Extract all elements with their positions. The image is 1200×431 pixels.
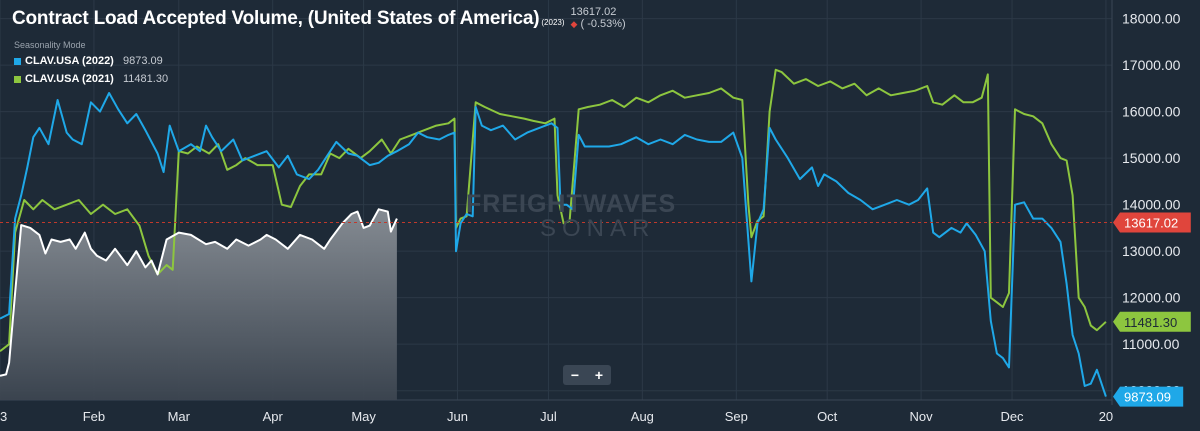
series-line-2022 bbox=[0, 92, 1107, 397]
legend-item-2022[interactable]: CLAV.USA (2022) 9873.09 bbox=[14, 55, 163, 67]
last-value-badges: 13617.02 11481.30 9873.09 bbox=[1113, 212, 1191, 407]
value-badge-label: 13617.02 bbox=[1124, 215, 1178, 230]
series-area-fill-2023 bbox=[0, 209, 397, 400]
title-year-tag: (2023) bbox=[541, 18, 565, 27]
x-tick-label: 20 bbox=[1099, 409, 1113, 424]
legend-value-2021: 11481.30 bbox=[123, 73, 169, 85]
legend-item-2021[interactable]: CLAV.USA (2021) 11481.30 bbox=[14, 73, 168, 85]
down-dot-icon: ◆ bbox=[570, 19, 578, 29]
legend-name-2021: CLAV.USA (2021) bbox=[25, 73, 114, 85]
zoom-in-button[interactable]: + bbox=[594, 367, 604, 383]
x-tick-label: Aug bbox=[631, 409, 654, 424]
x-tick-label: Sep bbox=[725, 409, 748, 424]
value-badge bbox=[1113, 212, 1191, 233]
chart-title: Contract Load Accepted Volume, (United S… bbox=[12, 8, 540, 29]
x-tick-label: Apr bbox=[263, 409, 284, 424]
legend-swatch-2022 bbox=[14, 57, 21, 65]
y-tick-label: 18000.00 bbox=[1122, 11, 1181, 27]
y-tick-label: 13000.00 bbox=[1122, 243, 1181, 259]
change-percent: ( -0.53%) bbox=[580, 18, 626, 30]
series-line-2023 bbox=[0, 208, 398, 377]
zoom-controls: − + bbox=[563, 365, 611, 385]
y-tick-label: 12000.00 bbox=[1122, 290, 1181, 306]
watermark-freightwaves: FREIGHTWAVES bbox=[466, 190, 676, 219]
last-value: 13617.02 bbox=[570, 6, 617, 18]
value-badge-label: 11481.30 bbox=[1124, 315, 1177, 330]
title-stats: 13617.02 ◆ ( -0.53%) bbox=[571, 6, 626, 30]
value-badge-label: 9873.09 bbox=[1124, 390, 1171, 405]
legend-name-2022: CLAV.USA (2022) bbox=[25, 55, 114, 67]
y-tick-label: 17000.00 bbox=[1122, 57, 1181, 73]
x-tick-label: Feb bbox=[83, 409, 105, 424]
x-tick-label: Oct bbox=[817, 409, 838, 424]
x-tick-label: 23 bbox=[0, 409, 7, 424]
legend-value-2022: 9873.09 bbox=[123, 55, 163, 67]
value-badge bbox=[1113, 311, 1191, 332]
x-tick-label: Jul bbox=[540, 409, 557, 424]
zoom-out-button[interactable]: − bbox=[570, 367, 580, 383]
y-axis: 10000.0011000.0012000.0013000.0014000.00… bbox=[1122, 11, 1181, 399]
value-badge bbox=[1113, 386, 1184, 407]
y-tick-label: 11000.00 bbox=[1122, 336, 1180, 352]
x-axis: 23 Feb Mar Apr May Jun Jul Aug Sep Oct Nov Dec 20 bbox=[0, 409, 1113, 424]
seasonality-mode-label: Seasonality Mode bbox=[14, 40, 86, 50]
change-readout: ◆ ( -0.53%) bbox=[571, 18, 626, 30]
x-tick-label: May bbox=[351, 409, 376, 424]
y-tick-label: 16000.00 bbox=[1122, 104, 1181, 120]
y-tick-label: 15000.00 bbox=[1122, 150, 1181, 166]
y-tick-label: 14000.00 bbox=[1122, 197, 1181, 213]
legend-swatch-2021 bbox=[14, 75, 21, 83]
chart-header: Contract Load Accepted Volume, (United S… bbox=[12, 6, 626, 30]
x-tick-label: Jun bbox=[447, 409, 468, 424]
x-tick-label: Mar bbox=[168, 409, 191, 424]
x-tick-label: Dec bbox=[1000, 409, 1024, 424]
series-area-2023 bbox=[0, 209, 397, 400]
watermark-sonar: SONAR bbox=[540, 215, 656, 242]
x-tick-label: Nov bbox=[910, 409, 934, 424]
watermark-freightwaves-text: FREIGHTWAVES bbox=[466, 190, 677, 218]
